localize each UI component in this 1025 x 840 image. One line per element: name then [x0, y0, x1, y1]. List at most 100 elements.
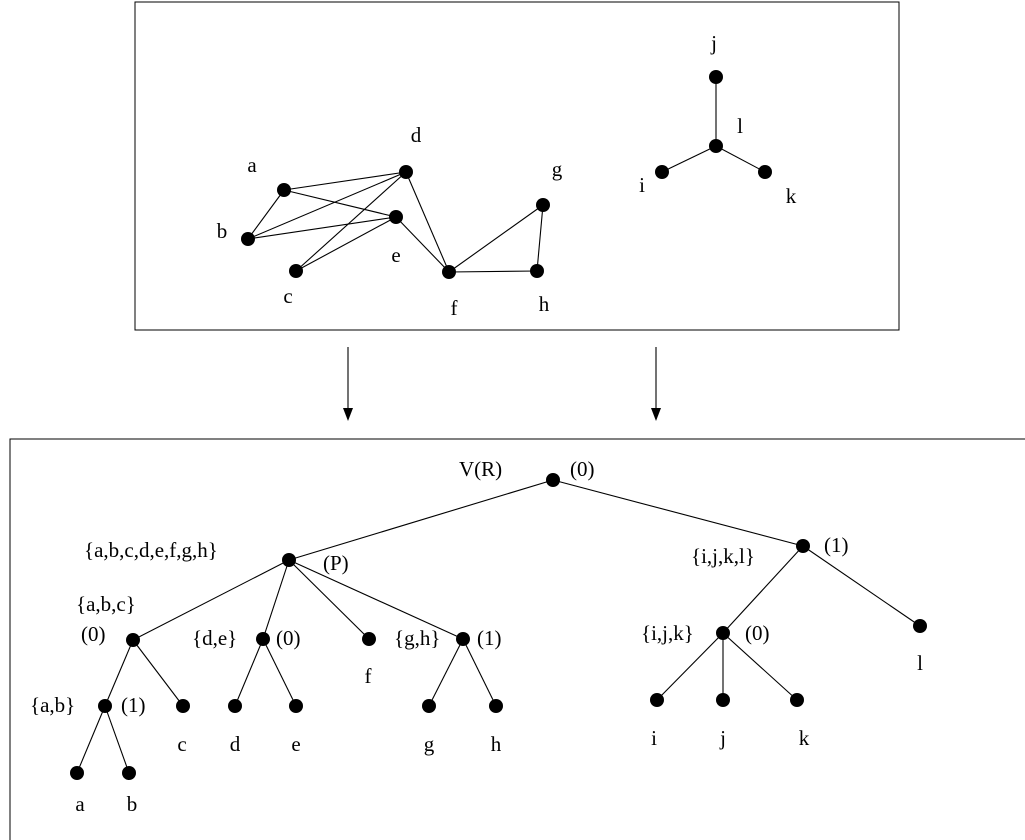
tree-node-tj — [716, 693, 730, 707]
tree-set-label-td: d — [230, 732, 241, 756]
tree-edge-root-A — [288, 479, 554, 561]
tree-set-label-ti: i — [651, 726, 657, 750]
graph-node-j — [709, 70, 723, 84]
tree-edge-ab-tb — [104, 705, 130, 774]
tree-set-label-tc: c — [177, 732, 186, 756]
tree-edge-gh-th — [462, 638, 497, 707]
tree-type-label-B: (1) — [824, 533, 849, 557]
decomposition-tree-frame — [9, 438, 1025, 840]
graph-node-l — [709, 139, 723, 153]
tree-edge-A-tf — [288, 559, 370, 640]
graph-edge-c-e — [295, 216, 397, 272]
tree-node-B — [796, 539, 810, 553]
tree-node-th — [489, 699, 503, 713]
tree-set-label-gh: {g,h} — [394, 626, 440, 650]
tree-edge-abc-ab — [104, 639, 134, 707]
graph-node-label-j: j — [710, 31, 717, 55]
graph-node-a — [277, 183, 291, 197]
graph-edge-f-h — [448, 270, 538, 273]
tree-edge-ijk-ti — [656, 632, 724, 701]
tree-node-tb — [122, 766, 136, 780]
tree-type-label-gh: (1) — [477, 626, 502, 650]
tree-set-label-root: V(R) — [459, 457, 502, 481]
tree-set-label-ta: a — [75, 792, 85, 816]
tree-edge-ijk-tk — [722, 632, 798, 701]
tree-set-label-th: h — [491, 732, 502, 756]
tree-set-label-ab: {a,b} — [30, 693, 75, 717]
tree-type-label-ijk: (0) — [745, 621, 770, 645]
graph-node-label-d: d — [411, 123, 422, 147]
tree-set-label-ijk: {i,j,k} — [641, 621, 694, 645]
graph-node-label-i: i — [639, 173, 645, 197]
tree-node-A — [282, 553, 296, 567]
tree-node-ti — [650, 693, 664, 707]
graph-edge-d-f — [405, 171, 450, 273]
graph-node-d — [399, 165, 413, 179]
tree-node-td — [228, 699, 242, 713]
graph-edge-a-b — [247, 189, 285, 240]
graph-edge-f-g — [448, 204, 544, 273]
tree-node-ijk — [716, 626, 730, 640]
graph-node-f — [442, 265, 456, 279]
tree-edge-B-tl — [802, 545, 921, 627]
tree-type-label-ab: (1) — [121, 693, 146, 717]
tree-set-label-tf: f — [365, 664, 372, 688]
graph-edge-e-f — [395, 216, 450, 273]
tree-type-label-de: (0) — [276, 626, 301, 650]
arrow-right — [651, 347, 661, 421]
graph-node-h — [530, 264, 544, 278]
graph-edge-b-d — [247, 171, 407, 240]
tree-node-de — [256, 632, 270, 646]
graph-node-label-l: l — [737, 114, 743, 138]
tree-edges — [76, 479, 921, 774]
tree-edge-B-ijk — [722, 545, 804, 634]
graph-node-label-e: e — [391, 243, 400, 267]
tree-set-label-tj: j — [719, 726, 726, 750]
graph-node-g — [536, 198, 550, 212]
tree-edge-A-abc — [132, 559, 290, 641]
tree-set-label-B: {i,j,k,l} — [691, 544, 755, 568]
tree-node-tf — [362, 632, 376, 646]
tree-set-label-tg: g — [424, 732, 435, 756]
graph-node-label-a: a — [247, 153, 257, 177]
graph-node-label-f: f — [451, 296, 458, 320]
graph-edge-a-e — [283, 189, 397, 218]
tree-edge-gh-tg — [428, 638, 464, 707]
graph-edge-g-h — [536, 204, 544, 272]
tree-node-tk — [790, 693, 804, 707]
tree-node-te — [289, 699, 303, 713]
tree-set-label-abc: {a,b,c} — [76, 592, 136, 616]
graph-nodes: a b c d e f g h i j k l — [217, 31, 797, 320]
graph-node-b — [241, 232, 255, 246]
graph-edge-b-e — [247, 216, 397, 240]
tree-node-tg — [422, 699, 436, 713]
tree-edge-de-te — [262, 638, 297, 707]
graph-node-c — [289, 264, 303, 278]
tree-set-label-tk: k — [799, 726, 810, 750]
graph-node-label-h: h — [539, 292, 550, 316]
graph-node-label-g: g — [552, 157, 563, 181]
graph-node-i — [655, 165, 669, 179]
tree-edge-abc-tc — [132, 639, 184, 707]
graph-edges — [247, 77, 766, 273]
tree-node-tl — [913, 619, 927, 633]
graph-edge-l-k — [715, 145, 766, 173]
tree-set-label-te: e — [291, 732, 300, 756]
tree-edge-A-gh — [288, 559, 464, 640]
tree-nodes: V(R) (0) {a,b,c,d,e,f,g,h} (P) {i,j,k,l} (1) {… — [30, 457, 927, 816]
tree-node-abc — [126, 633, 140, 647]
graph-edge-l-i — [661, 145, 717, 173]
graph-node-label-b: b — [217, 219, 228, 243]
tree-edge-ab-ta — [76, 705, 106, 774]
tree-node-tc — [176, 699, 190, 713]
graph-edge-a-d — [283, 171, 407, 191]
input-graph-frame — [134, 1, 900, 331]
tree-node-ta — [70, 766, 84, 780]
tree-type-label-root: (0) — [570, 457, 595, 481]
tree-edge-root-B — [552, 479, 804, 547]
tree-node-root — [546, 473, 560, 487]
tree-node-ab — [98, 699, 112, 713]
tree-set-label-A: {a,b,c,d,e,f,g,h} — [84, 538, 218, 562]
arrow-left — [343, 347, 353, 421]
